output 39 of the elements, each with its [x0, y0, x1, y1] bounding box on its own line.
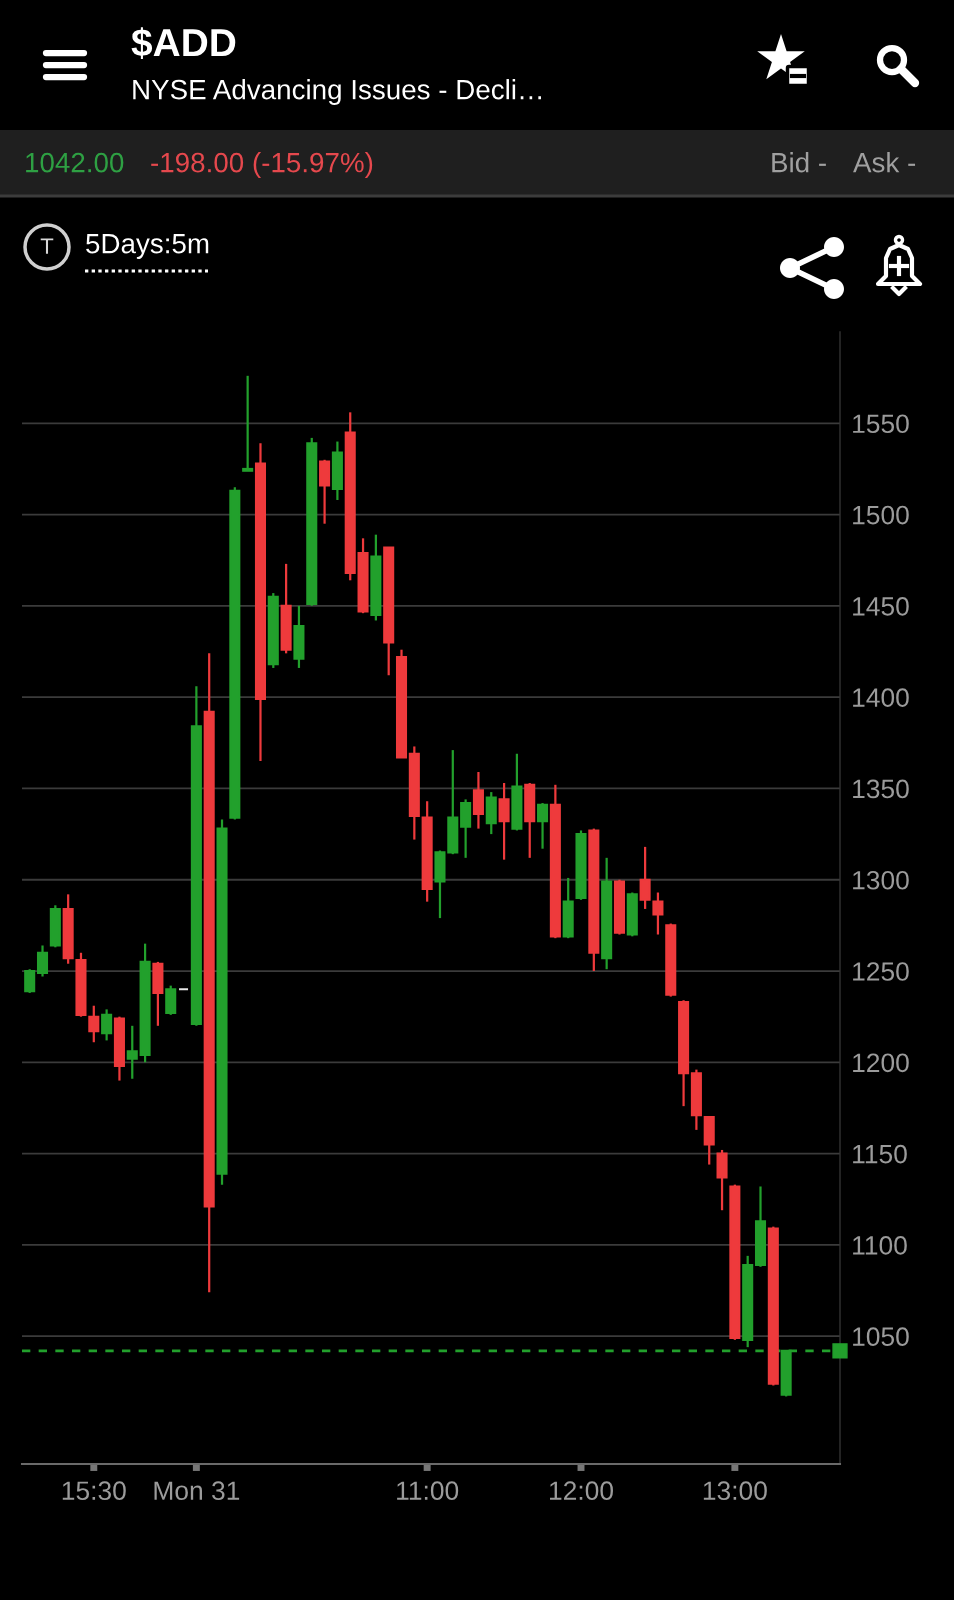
y-tick-label: 1050	[853, 1327, 909, 1347]
y-tick-label: 1550	[853, 414, 909, 434]
candlestick	[165, 984, 177, 1016]
x-tick-label: 15:30	[62, 1481, 126, 1501]
candlestick	[460, 798, 472, 859]
y-tick-label: 1450	[853, 597, 909, 616]
x-tick-label: 13:00	[703, 1481, 767, 1501]
y-tick-label: 1350	[853, 779, 909, 799]
candlestick	[242, 374, 254, 472]
candlestick	[126, 1024, 138, 1080]
candlestick	[652, 891, 664, 936]
candlestick	[88, 1004, 100, 1044]
x-tick-label: 12:00	[550, 1481, 613, 1501]
y-tick-label: 1200	[853, 1053, 909, 1073]
candlestick	[537, 801, 549, 850]
y-tick-label: 1100	[853, 1236, 907, 1255]
x-tick-label: Mon 31	[154, 1481, 240, 1501]
candlestick	[101, 1008, 113, 1042]
y-tick-label: 1400	[853, 688, 909, 707]
candlestick	[319, 458, 331, 525]
candlestick	[639, 845, 651, 911]
y-tick-label: 1150	[853, 1144, 907, 1164]
text: Ask -	[853, 152, 916, 173]
candlestick	[36, 944, 49, 978]
candlestick	[24, 968, 36, 995]
y-tick-label: 1250	[853, 962, 909, 981]
x-tick-label: 11:00	[397, 1481, 459, 1501]
y-tick-label: 1300	[853, 870, 909, 890]
text: 1042.00	[26, 152, 124, 173]
text: T	[40, 238, 54, 254]
y-tick-label: 1500	[853, 505, 909, 525]
text: Bid -	[772, 152, 826, 173]
candlestick	[716, 1148, 728, 1212]
candlestick	[498, 781, 510, 861]
text: -198.00 (-15.97%)	[151, 152, 373, 178]
chart-title: $ADD	[131, 27, 236, 59]
candlestick	[472, 770, 484, 830]
text: 5Days:5m	[86, 234, 209, 259]
chart-subtitle: NYSE Advancing Issues - Decli…	[133, 79, 541, 105]
